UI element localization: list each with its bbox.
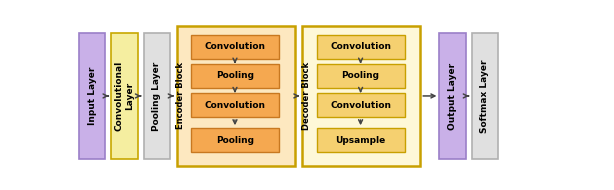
- FancyBboxPatch shape: [191, 93, 279, 117]
- Text: Pooling: Pooling: [216, 71, 254, 80]
- FancyBboxPatch shape: [317, 93, 405, 117]
- FancyBboxPatch shape: [191, 35, 279, 59]
- Text: Pooling: Pooling: [341, 71, 379, 80]
- Text: Convolution: Convolution: [330, 101, 391, 110]
- Text: Upsample: Upsample: [335, 136, 386, 145]
- FancyBboxPatch shape: [191, 64, 279, 88]
- FancyBboxPatch shape: [177, 26, 295, 166]
- Text: Convolution: Convolution: [204, 101, 265, 110]
- Text: Encoder Block: Encoder Block: [176, 63, 185, 129]
- FancyBboxPatch shape: [317, 128, 405, 152]
- Text: Input Layer: Input Layer: [88, 67, 97, 125]
- Text: Convolution: Convolution: [204, 42, 265, 51]
- FancyBboxPatch shape: [317, 35, 405, 59]
- FancyBboxPatch shape: [440, 33, 465, 159]
- FancyBboxPatch shape: [79, 33, 106, 159]
- Text: Softmax Layer: Softmax Layer: [480, 59, 489, 133]
- Text: Pooling Layer: Pooling Layer: [152, 61, 161, 131]
- Text: Decoder Block: Decoder Block: [302, 62, 311, 130]
- Text: Pooling: Pooling: [216, 136, 254, 145]
- FancyBboxPatch shape: [144, 33, 170, 159]
- FancyBboxPatch shape: [112, 33, 138, 159]
- Text: Convolution: Convolution: [330, 42, 391, 51]
- FancyBboxPatch shape: [302, 26, 421, 166]
- FancyBboxPatch shape: [191, 128, 279, 152]
- Text: Output Layer: Output Layer: [448, 62, 457, 130]
- Text: Convolutional
Layer: Convolutional Layer: [115, 61, 134, 131]
- FancyBboxPatch shape: [472, 33, 498, 159]
- FancyBboxPatch shape: [317, 64, 405, 88]
